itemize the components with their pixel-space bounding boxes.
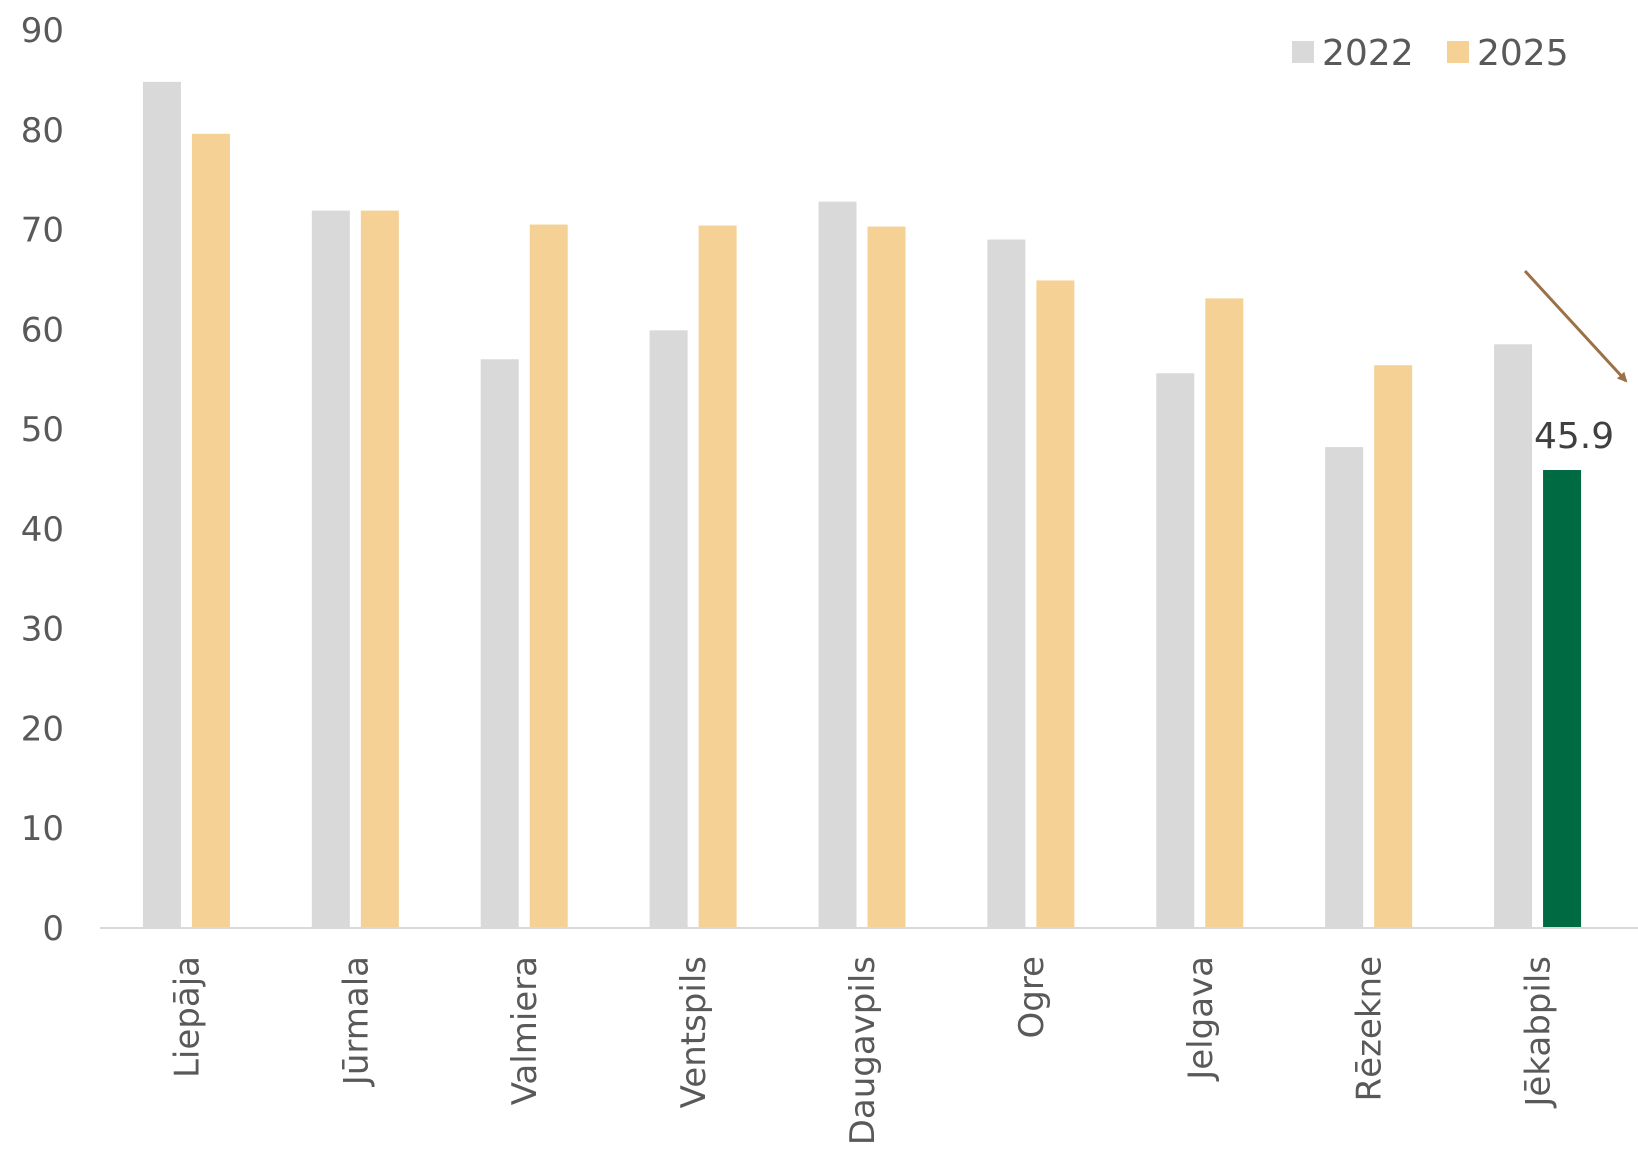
x-tick-label: Valmiera — [505, 956, 545, 1105]
y-tick-label: 80 — [21, 111, 64, 151]
x-tick-label: Jelgava — [1181, 956, 1221, 1082]
data-label-highlight: 45.9 — [1534, 416, 1614, 457]
bar-2022-5 — [818, 201, 857, 928]
bar-2025-6 — [1036, 280, 1075, 928]
legend-swatch-2025 — [1447, 41, 1469, 63]
bar-2022-8 — [1325, 447, 1364, 928]
x-tick-label: Ventspils — [674, 956, 714, 1108]
y-tick-label: 90 — [21, 11, 64, 51]
x-tick-label: Rēzekne — [1350, 956, 1390, 1101]
bar-2025-2 — [360, 210, 399, 928]
bar-2025-5 — [867, 226, 906, 928]
bar-2022-4 — [649, 330, 688, 928]
x-tick-label: Jūrmala — [336, 956, 376, 1087]
bar-2022-7 — [1156, 373, 1195, 928]
x-axis: Liepāja Jūrmala Valmiera Ventspils Daugavpil… — [167, 956, 1558, 1145]
bar-2025-8 — [1374, 365, 1413, 929]
bar-2022-6 — [987, 239, 1026, 929]
y-tick-label: 30 — [21, 610, 64, 650]
y-tick-label: 70 — [21, 211, 64, 251]
bar-2025-9 — [1543, 470, 1582, 928]
bars — [142, 81, 1582, 929]
legend-swatch-2022 — [1292, 41, 1314, 63]
legend: 2022 2025 — [1292, 33, 1569, 74]
bar-2022-9 — [1494, 344, 1533, 928]
bar-2025-1 — [191, 133, 230, 928]
bar-2025-4 — [698, 225, 737, 928]
y-tick-label: 60 — [21, 310, 64, 350]
legend-label: 2022 — [1322, 33, 1414, 74]
bar-2022-3 — [480, 359, 519, 928]
y-axis: 0 10 20 30 40 50 60 70 80 90 — [21, 11, 64, 949]
bar-2025-3 — [529, 224, 568, 929]
y-tick-label: 0 — [42, 909, 64, 949]
y-tick-label: 20 — [21, 709, 64, 749]
bar-2022-1 — [142, 81, 181, 928]
bar-2025-7 — [1205, 298, 1244, 928]
y-tick-label: 10 — [21, 809, 64, 849]
legend-label: 2025 — [1477, 33, 1569, 74]
bar-2022-2 — [311, 210, 350, 928]
x-tick-label: Daugavpils — [843, 956, 883, 1145]
x-tick-label: Ogre — [1012, 956, 1052, 1039]
y-tick-label: 50 — [21, 410, 64, 450]
x-tick-label: Jēkabpils — [1519, 956, 1559, 1109]
trend-arrow — [1523, 269, 1628, 383]
x-tick-label: Liepāja — [167, 956, 207, 1078]
y-tick-label: 40 — [21, 510, 64, 550]
